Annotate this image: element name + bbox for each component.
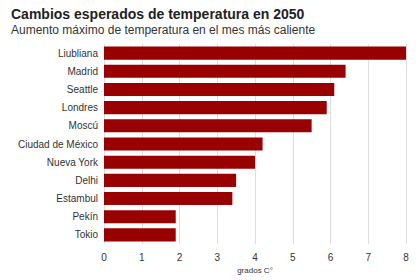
svg-text:3: 3: [214, 252, 220, 263]
svg-text:Liubliana: Liubliana: [58, 48, 98, 59]
svg-text:Pekín: Pekín: [72, 211, 98, 222]
svg-text:Cambios esperados de temperatu: Cambios esperados de temperatura en 2050: [11, 6, 305, 22]
svg-text:Aumento máximo de temperatura: Aumento máximo de temperatura en el mes …: [11, 23, 315, 37]
svg-text:Seattle: Seattle: [67, 84, 99, 95]
svg-text:Tokio: Tokio: [75, 229, 99, 240]
svg-text:2: 2: [177, 252, 183, 263]
svg-text:Nueva York: Nueva York: [47, 157, 99, 168]
svg-text:Estambul: Estambul: [56, 193, 98, 204]
svg-text:4: 4: [252, 252, 258, 263]
svg-text:Ciudad de México: Ciudad de México: [18, 139, 98, 150]
svg-text:0: 0: [101, 252, 107, 263]
svg-text:5: 5: [290, 252, 296, 263]
svg-text:Delhi: Delhi: [75, 175, 98, 186]
svg-text:Moscú: Moscú: [69, 120, 98, 131]
svg-text:8: 8: [403, 252, 409, 263]
svg-text:Londres: Londres: [62, 102, 98, 113]
svg-text:grados C°: grados C°: [237, 266, 273, 275]
svg-text:Madrid: Madrid: [67, 66, 98, 77]
svg-text:1: 1: [139, 252, 145, 263]
svg-text:7: 7: [365, 252, 371, 263]
svg-text:6: 6: [328, 252, 334, 263]
